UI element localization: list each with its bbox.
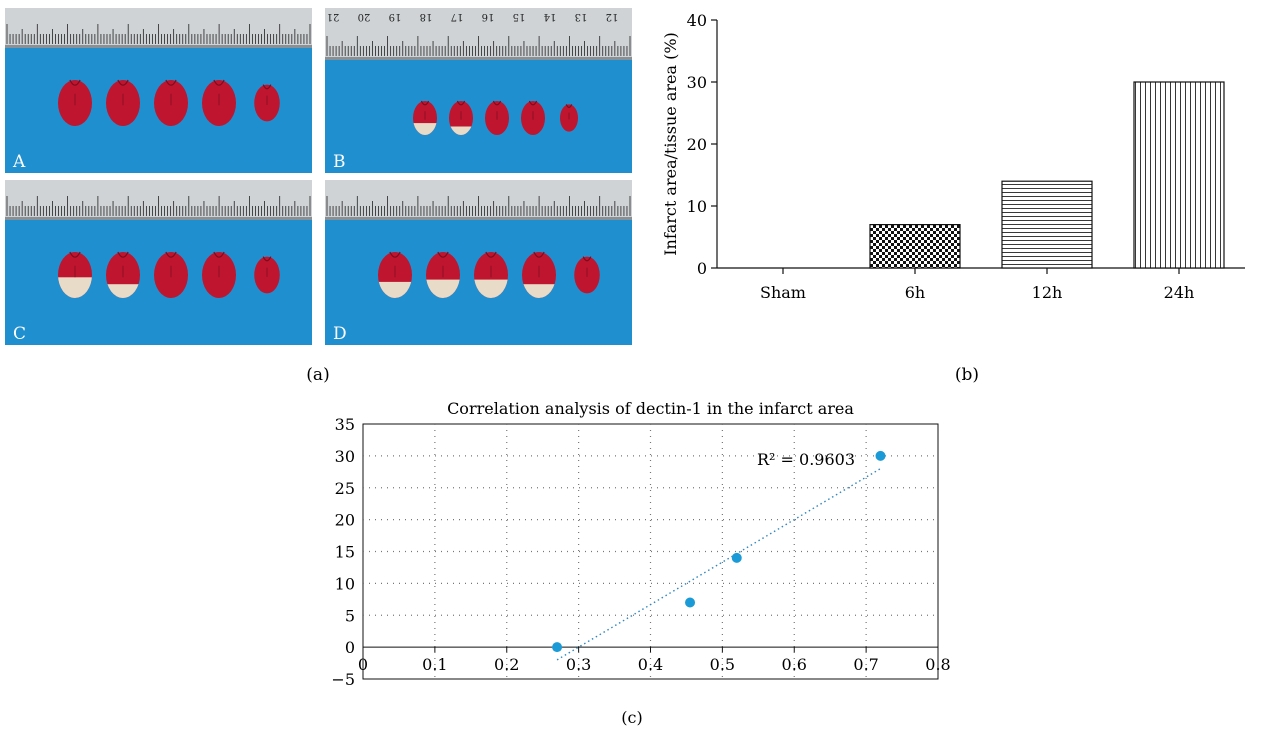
scatter-chart: Correlation analysis of dectin-1 in the …	[331, 399, 950, 689]
photo-label: D	[333, 324, 347, 344]
y-tick-label: 0	[345, 638, 355, 657]
tissue-slice	[522, 251, 556, 298]
photo-label: B	[333, 152, 346, 172]
tissue-slice	[474, 251, 508, 298]
x-tick-label: 0.7	[853, 655, 878, 674]
panel-a-photos: A 21 20 19 18 17 16 15 14 13 12 B C D	[5, 8, 632, 345]
ruler-number: 20	[358, 11, 371, 22]
x-tick-label: 0.4	[638, 655, 663, 674]
ruler	[5, 8, 312, 48]
photo-c: C	[5, 180, 312, 345]
ruler-number: 21	[327, 11, 340, 22]
y-tick-label: 20	[687, 135, 707, 154]
x-tick-label: 0.2	[494, 655, 519, 674]
data-point	[552, 642, 563, 653]
y-tick-label: 35	[335, 415, 355, 434]
ruler	[5, 180, 312, 220]
photo-label: C	[13, 324, 26, 344]
tissue-slice	[58, 251, 92, 298]
tissue-slice	[449, 100, 473, 135]
tissue-slice	[254, 84, 280, 122]
x-tick-label: 6h	[905, 283, 925, 302]
x-tick-label: 12h	[1032, 283, 1063, 302]
y-tick-label: 25	[335, 479, 355, 498]
x-tick-label: 24h	[1164, 283, 1195, 302]
ruler	[325, 180, 632, 220]
panel-a-caption: (a)	[306, 365, 329, 385]
bar-12h	[1001, 180, 1093, 269]
x-tick-label: 0.1	[422, 655, 447, 674]
x-tick-label: 0	[358, 655, 368, 674]
ruler-number: 18	[420, 11, 433, 22]
y-tick-label: 10	[335, 574, 355, 593]
y-tick-label: 30	[335, 447, 355, 466]
photo-a: A	[5, 8, 312, 173]
ruler-number: 19	[389, 11, 402, 22]
data-point	[875, 450, 886, 461]
y-tick-label: 10	[687, 197, 707, 216]
x-tick-label: 0.6	[782, 655, 807, 674]
photo-b: 21 20 19 18 17 16 15 14 13 12 B	[325, 8, 632, 173]
tissue-slice	[378, 251, 412, 298]
trendline	[556, 468, 881, 661]
tissue-slice	[106, 79, 140, 126]
y-tick-label: 15	[335, 543, 355, 562]
x-tick-label: 0.3	[566, 655, 591, 674]
panel-c-caption: (c)	[621, 708, 642, 727]
tissue-slice	[106, 251, 140, 298]
y-tick-label: 0	[697, 259, 707, 278]
y-axis-label: Infarct area/tissue area (%)	[661, 32, 680, 256]
r-squared-label: R² = 0.9603	[757, 450, 855, 469]
tissue-slice	[521, 100, 545, 135]
y-tick-label: −5	[331, 670, 355, 689]
ruler-number: 17	[451, 11, 464, 22]
tissue-slice	[426, 251, 460, 298]
panel-b-caption: (b)	[955, 365, 979, 385]
ruler: 21 20 19 18 17 16 15 14 13 12	[325, 8, 632, 60]
tissue-slice	[58, 79, 92, 126]
ruler-number: 15	[513, 11, 526, 22]
ruler-number: 16	[482, 11, 495, 22]
tissue-slice	[202, 251, 236, 298]
photo-d: D	[325, 180, 632, 345]
y-tick-label: 40	[687, 11, 707, 30]
tissue-slice	[254, 256, 280, 294]
y-tick-label: 5	[345, 606, 355, 625]
bar-chart: 0 10 20 30 40 Sham 6h 12h 24h Infarct area/tissue…	[661, 11, 1245, 302]
data-point	[731, 552, 742, 563]
ruler-number: 12	[606, 11, 619, 22]
tissue-slice	[154, 79, 188, 126]
bar-24h	[1133, 81, 1225, 269]
photo-label: A	[12, 152, 26, 172]
x-tick-label: 0.8	[925, 655, 950, 674]
y-tick-label: 30	[687, 73, 707, 92]
tissue-slice	[560, 104, 578, 132]
tissue-slice	[202, 79, 236, 126]
x-tick-label: 0.5	[710, 655, 735, 674]
ruler-number: 14	[544, 11, 557, 22]
tissue-slice	[485, 100, 509, 135]
x-tick-label: Sham	[760, 283, 806, 302]
tissue-slice	[574, 256, 600, 294]
ruler-number: 13	[575, 11, 588, 22]
tissue-slice	[154, 251, 188, 298]
tissue-slice	[413, 100, 437, 135]
y-tick-label: 20	[335, 511, 355, 530]
bar-6h	[869, 224, 961, 269]
data-point	[685, 597, 696, 608]
chart-title: Correlation analysis of dectin-1 in the …	[447, 399, 854, 418]
